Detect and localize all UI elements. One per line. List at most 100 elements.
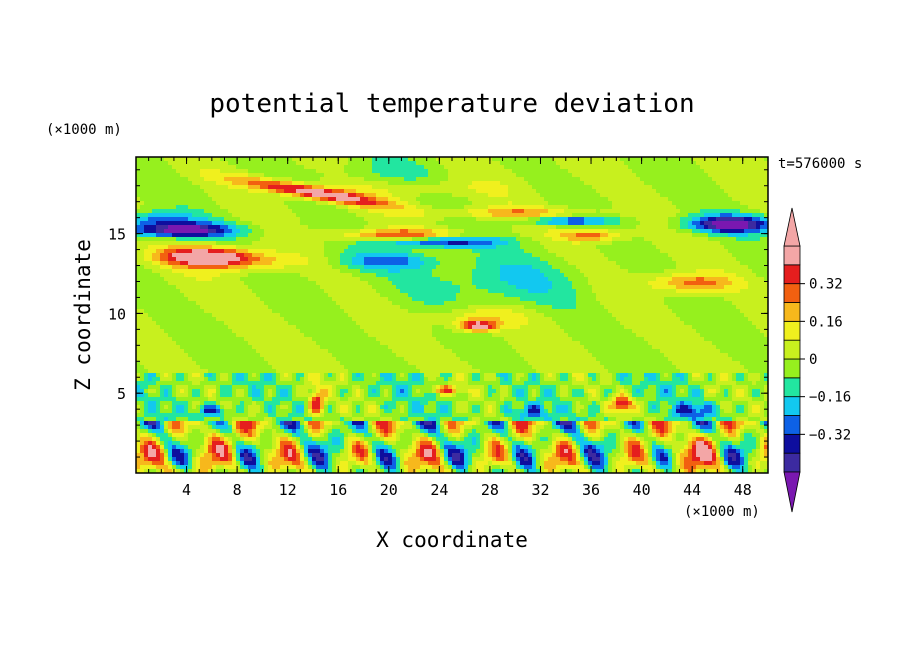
field-cell (212, 169, 217, 174)
field-cell (412, 209, 417, 214)
field-cell (240, 177, 245, 182)
field-cell (416, 189, 421, 194)
field-cell (140, 237, 145, 242)
field-cell (672, 213, 677, 218)
field-cell (164, 169, 169, 174)
field-cell (160, 205, 165, 210)
field-cell (304, 221, 309, 226)
field-cell (180, 261, 185, 266)
field-cell (248, 221, 253, 226)
field-cell (448, 269, 453, 274)
field-cell (588, 213, 593, 218)
field-cell (260, 229, 265, 234)
field-cell (556, 245, 561, 250)
field-cell (540, 221, 545, 226)
field-cell (532, 173, 537, 178)
field-cell (716, 237, 721, 242)
field-cell (328, 241, 333, 246)
field-cell (704, 201, 709, 206)
field-cell (224, 209, 229, 214)
field-cell (728, 165, 733, 170)
field-cell (284, 253, 289, 258)
field-cell (288, 229, 293, 234)
field-cell (304, 233, 309, 238)
field-cell (400, 261, 405, 266)
field-cell (248, 225, 253, 230)
field-cell (608, 241, 613, 246)
field-cell (748, 273, 753, 278)
field-cell (512, 269, 517, 274)
field-cell (256, 261, 261, 266)
field-cell (468, 173, 473, 178)
field-cell (324, 209, 329, 214)
field-cell (732, 217, 737, 222)
field-cell (372, 257, 377, 262)
field-cell (176, 229, 181, 234)
field-cell (580, 165, 585, 170)
field-cell (760, 265, 765, 270)
field-cell (480, 265, 485, 270)
field-cell (536, 161, 541, 166)
field-cell (468, 233, 473, 238)
field-cell (456, 221, 461, 226)
field-cell (744, 205, 749, 210)
field-cell (708, 273, 713, 278)
field-cell (452, 185, 457, 190)
field-cell (204, 253, 209, 258)
field-cell (312, 177, 317, 182)
field-cell (240, 229, 245, 234)
field-cell (340, 165, 345, 170)
field-cell (520, 229, 525, 234)
field-cell (280, 165, 285, 170)
field-cell (740, 165, 745, 170)
field-cell (616, 197, 621, 202)
field-cell (736, 221, 741, 226)
field-cell (728, 277, 733, 282)
field-cell (348, 257, 353, 262)
field-cell (528, 217, 533, 222)
field-cell (184, 193, 189, 198)
field-cell (240, 261, 245, 266)
field-cell (232, 193, 237, 198)
field-cell (208, 281, 213, 286)
field-cell (212, 241, 217, 246)
field-cell (192, 261, 197, 266)
field-cell (244, 281, 249, 286)
field-cell (516, 205, 521, 210)
field-cell (752, 245, 757, 250)
field-cell (584, 277, 589, 282)
field-cell (728, 169, 733, 174)
field-cell (580, 249, 585, 254)
field-cell (612, 261, 617, 266)
field-cell (568, 253, 573, 258)
field-cell (424, 217, 429, 222)
field-cell (260, 233, 265, 238)
field-cell (404, 261, 409, 266)
field-cell (488, 225, 493, 230)
field-cell (736, 225, 741, 230)
field-cell (512, 253, 517, 258)
field-cell (368, 165, 373, 170)
field-cell (168, 253, 173, 258)
field-cell (300, 225, 305, 230)
field-cell (296, 277, 301, 282)
field-cell (620, 177, 625, 182)
field-cell (692, 201, 697, 206)
field-cell (588, 169, 593, 174)
field-cell (436, 181, 441, 186)
field-cell (228, 269, 233, 274)
field-cell (384, 277, 389, 282)
field-cell (284, 249, 289, 254)
field-cell (400, 229, 405, 234)
field-cell (644, 245, 649, 250)
field-cell (304, 273, 309, 278)
field-cell (156, 233, 161, 238)
field-cell (632, 277, 637, 282)
field-cell (184, 257, 189, 262)
field-cell (248, 177, 253, 182)
field-cell (200, 213, 205, 218)
field-cell (656, 253, 661, 258)
field-cell (568, 261, 573, 266)
field-cell (564, 233, 569, 238)
field-cell (700, 173, 705, 178)
